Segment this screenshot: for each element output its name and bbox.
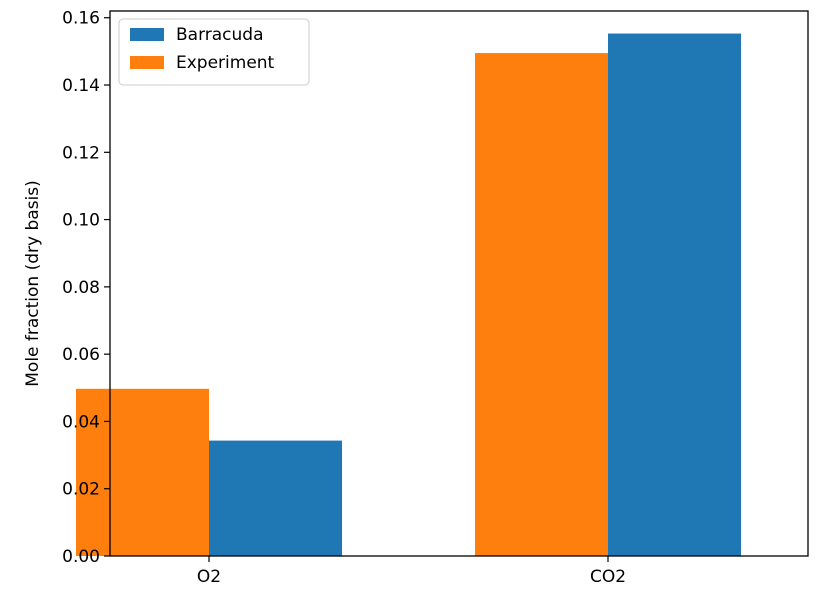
y-axis: 0.00 0.02 0.04 0.06 0.08 0.10 0.12 0.14 0.16 [62,9,110,567]
legend-label-barracuda: Barracuda [176,25,264,45]
y-tick-label: 0.04 [62,412,100,432]
x-tick-label: CO2 [590,567,626,587]
bar-barracuda-co2 [608,33,741,557]
x-axis: O2 CO2 [197,556,626,587]
legend-box [118,18,310,86]
axes-layer [109,10,809,557]
legend-swatch-barracuda [130,28,164,41]
bar-experiment-o2 [76,388,209,556]
y-tick-label: 0.16 [62,9,100,29]
bar-experiment-co2 [475,53,608,557]
y-tick-label: 0.00 [62,547,100,567]
x-tick-label: O2 [197,567,221,587]
plot-frame [109,10,809,557]
legend: Barracuda Experiment [118,18,310,86]
bar-barracuda-o2 [209,440,342,556]
y-tick-label: 0.02 [62,480,100,500]
y-axis-label: Mole fraction (dry basis) [23,180,43,387]
y-tick-label: 0.14 [62,76,100,96]
legend-swatch-experiment [130,56,164,69]
y-tick-label: 0.12 [62,143,100,163]
y-tick-label: 0.06 [62,345,100,365]
legend-label-experiment: Experiment [176,53,275,73]
y-tick-label: 0.10 [62,211,100,231]
y-tick-label: 0.08 [62,278,100,298]
bars-layer [76,33,741,557]
